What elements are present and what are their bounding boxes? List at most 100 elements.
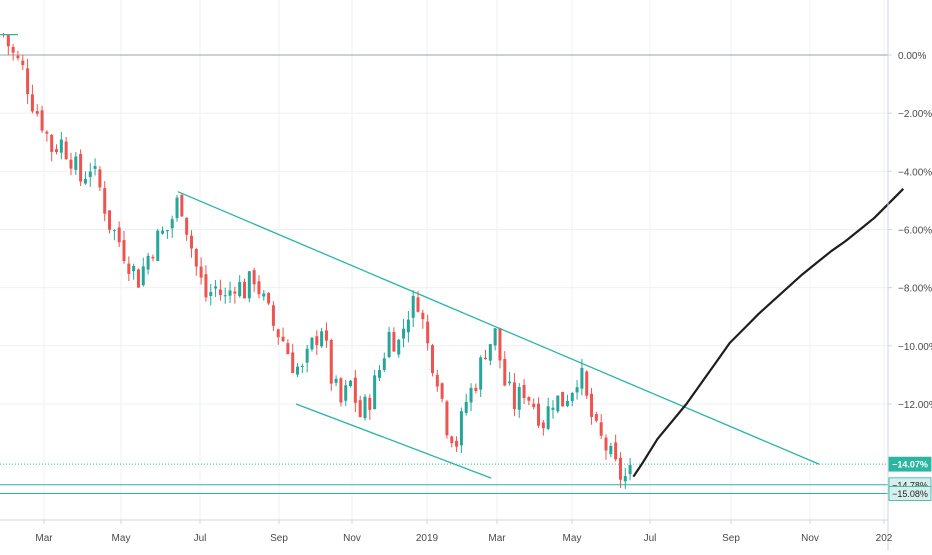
- candle-body[interactable]: [315, 336, 319, 346]
- candle-body[interactable]: [310, 337, 314, 350]
- candle-body[interactable]: [594, 414, 598, 421]
- candle-body[interactable]: [580, 367, 584, 389]
- candle-body[interactable]: [257, 281, 261, 295]
- candle-body[interactable]: [551, 407, 555, 410]
- candle-body[interactable]: [349, 380, 353, 387]
- candle-body[interactable]: [498, 327, 502, 361]
- candle-body[interactable]: [214, 286, 218, 289]
- projection-path[interactable]: [632, 188, 905, 478]
- candle-body[interactable]: [247, 271, 251, 299]
- candle-body[interactable]: [108, 210, 112, 230]
- candle-body[interactable]: [541, 422, 545, 429]
- candle-body[interactable]: [392, 331, 396, 352]
- candle-body[interactable]: [117, 227, 121, 243]
- candle-body[interactable]: [79, 154, 83, 182]
- candle-body[interactable]: [353, 377, 357, 403]
- candle-body[interactable]: [233, 291, 237, 294]
- candle-body[interactable]: [204, 274, 208, 298]
- candle-body[interactable]: [474, 387, 478, 391]
- candle-body[interactable]: [435, 374, 439, 387]
- trendline-upper[interactable]: [177, 191, 820, 465]
- candle-body[interactable]: [575, 387, 579, 393]
- candle-body[interactable]: [151, 256, 155, 259]
- candle-body[interactable]: [479, 357, 483, 390]
- candle-body[interactable]: [194, 249, 198, 267]
- candle-body[interactable]: [623, 476, 627, 482]
- candle-body[interactable]: [21, 60, 25, 66]
- candle-body[interactable]: [358, 400, 362, 417]
- candle-body[interactable]: [291, 352, 295, 374]
- candle-body[interactable]: [45, 131, 49, 134]
- candle-body[interactable]: [286, 343, 290, 355]
- candle-body[interactable]: [93, 165, 97, 169]
- candle-body[interactable]: [296, 366, 300, 375]
- candle-body[interactable]: [40, 110, 44, 131]
- candle-body[interactable]: [411, 295, 415, 318]
- candle-body[interactable]: [122, 240, 126, 262]
- candle-body[interactable]: [517, 387, 521, 410]
- candle-body[interactable]: [209, 292, 213, 296]
- candle-body[interactable]: [55, 149, 59, 152]
- candle-body[interactable]: [416, 297, 420, 312]
- candle-body[interactable]: [527, 397, 531, 401]
- candle-body[interactable]: [537, 403, 541, 426]
- candle-body[interactable]: [324, 330, 328, 341]
- candle-body[interactable]: [185, 217, 189, 235]
- candle-body[interactable]: [136, 269, 140, 288]
- candle-body[interactable]: [546, 406, 550, 429]
- candle-body[interactable]: [127, 263, 131, 274]
- candle-body[interactable]: [218, 289, 222, 296]
- candle-body[interactable]: [175, 197, 179, 219]
- candle-body[interactable]: [199, 266, 203, 278]
- candle-body[interactable]: [590, 393, 594, 417]
- candle-body[interactable]: [397, 339, 401, 355]
- projection-curve[interactable]: [632, 188, 905, 478]
- candle-body[interactable]: [64, 141, 68, 160]
- candle-body[interactable]: [503, 358, 507, 386]
- candle-body[interactable]: [161, 230, 165, 234]
- candle-body[interactable]: [459, 411, 463, 446]
- candle-body[interactable]: [189, 235, 193, 249]
- candle-body[interactable]: [464, 401, 468, 413]
- candle-body[interactable]: [69, 159, 73, 169]
- candle-body[interactable]: [243, 281, 246, 299]
- candle-body[interactable]: [373, 375, 377, 410]
- candle-body[interactable]: [112, 230, 116, 232]
- candle-body[interactable]: [262, 293, 266, 297]
- candle-body[interactable]: [281, 336, 285, 342]
- candle-body[interactable]: [565, 400, 569, 406]
- candle-body[interactable]: [488, 344, 492, 361]
- candle-body[interactable]: [6, 34, 10, 47]
- candle-body[interactable]: [300, 365, 304, 367]
- candle-body[interactable]: [614, 442, 618, 460]
- candle-body[interactable]: [165, 230, 169, 232]
- candle-body[interactable]: [11, 46, 15, 53]
- candle-body[interactable]: [508, 381, 512, 384]
- candle-body[interactable]: [329, 339, 333, 384]
- candle-body[interactable]: [406, 319, 410, 333]
- candle-body[interactable]: [440, 383, 444, 399]
- candle-body[interactable]: [368, 397, 372, 410]
- candle-body[interactable]: [59, 139, 63, 153]
- candle-body[interactable]: [334, 378, 338, 383]
- candle-body[interactable]: [532, 403, 536, 408]
- candle-body[interactable]: [146, 255, 150, 270]
- candle-body[interactable]: [512, 382, 516, 410]
- candle-body[interactable]: [16, 55, 20, 59]
- candle-body[interactable]: [426, 321, 430, 344]
- candle-body[interactable]: [267, 293, 271, 304]
- candle-body[interactable]: [484, 357, 487, 360]
- candle-body[interactable]: [223, 295, 227, 297]
- candle-body[interactable]: [228, 290, 232, 296]
- candle-body[interactable]: [382, 358, 386, 370]
- candle-body[interactable]: [305, 348, 309, 363]
- candle-body[interactable]: [180, 194, 184, 217]
- candle-body[interactable]: [363, 396, 367, 419]
- candle-body[interactable]: [103, 188, 107, 214]
- candle-body[interactable]: [26, 68, 30, 95]
- candle-body[interactable]: [30, 94, 34, 112]
- candle-body[interactable]: [88, 171, 92, 178]
- candle-body[interactable]: [170, 219, 174, 229]
